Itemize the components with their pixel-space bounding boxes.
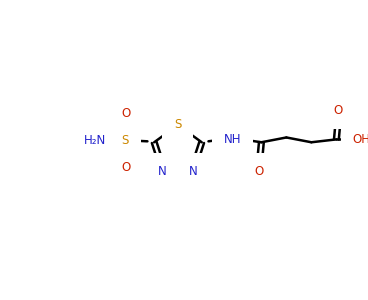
Text: N: N: [189, 165, 198, 178]
Text: OH: OH: [353, 133, 368, 146]
Text: O: O: [255, 165, 264, 178]
Text: S: S: [174, 118, 182, 130]
Text: O: O: [334, 104, 343, 117]
Text: N: N: [158, 165, 167, 178]
Text: O: O: [122, 161, 131, 174]
Text: H₂N: H₂N: [84, 134, 106, 147]
Text: S: S: [121, 134, 129, 147]
Text: NH: NH: [224, 133, 241, 146]
Text: O: O: [122, 107, 131, 120]
